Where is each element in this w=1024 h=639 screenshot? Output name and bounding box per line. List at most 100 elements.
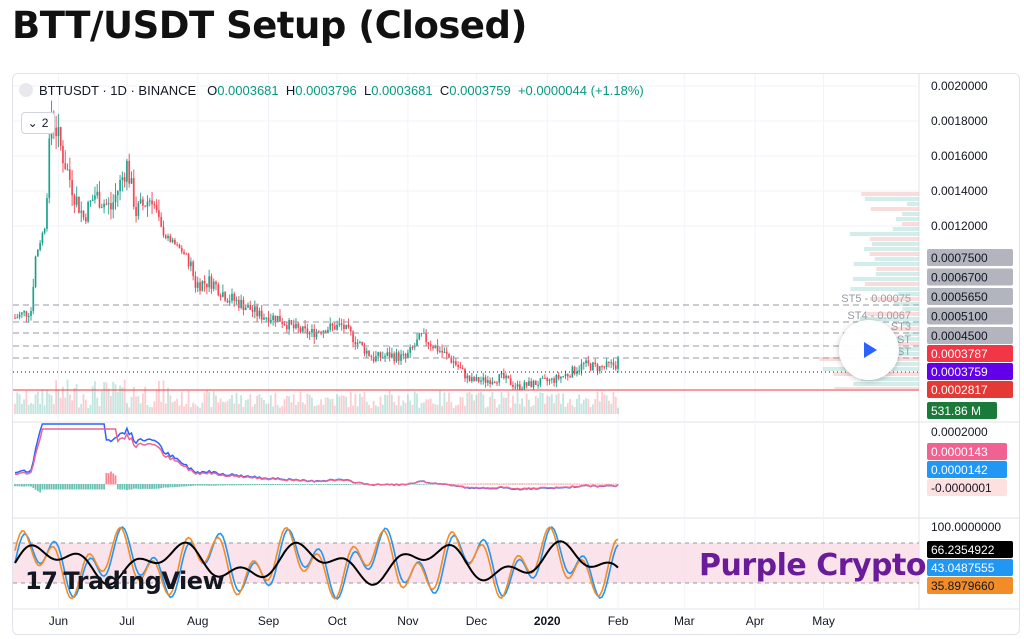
volume-bar (285, 395, 288, 414)
volume-bar (395, 405, 398, 414)
candle-body (180, 248, 183, 252)
volume-bar (242, 406, 245, 414)
macd-histogram-bar (226, 484, 229, 486)
volume-bar (139, 403, 142, 414)
candle-body (370, 356, 373, 358)
candle-body (215, 281, 217, 285)
volume-bar (52, 404, 55, 414)
candle-body (406, 352, 409, 358)
candle-body (322, 330, 325, 334)
volume-bar (544, 403, 546, 414)
candle-body (210, 276, 213, 289)
candle-body (457, 364, 460, 368)
volume-bar (546, 395, 549, 414)
candle-body (386, 352, 389, 356)
candle-body (14, 317, 16, 319)
candle-body (571, 366, 574, 378)
volume-bar (338, 396, 341, 414)
macd-histogram-bar (128, 484, 131, 490)
macd-histogram-bar (82, 484, 85, 490)
volume-bar (377, 406, 380, 414)
candle-body (489, 380, 492, 384)
candle-body (427, 342, 430, 345)
volume-bar (409, 400, 412, 414)
volume-bar (279, 407, 281, 414)
candle-body (528, 381, 530, 386)
candle-body (192, 261, 195, 277)
macd-histogram-bar (345, 484, 348, 485)
macd-histogram-bar (512, 483, 514, 485)
candle-body (368, 350, 370, 357)
macd-histogram-bar (23, 484, 26, 487)
volume-bar (496, 407, 498, 414)
chevron-down-icon: ⌄ (27, 116, 38, 130)
macd-histogram-bar (71, 484, 74, 490)
candle-body (212, 281, 215, 289)
volume-bar (32, 403, 35, 414)
volume-bar (411, 404, 414, 414)
macd-histogram-bar (434, 484, 437, 485)
macd-histogram-bar (491, 483, 494, 485)
volume-bar (119, 385, 121, 414)
candle-body (484, 377, 487, 383)
collapse-indicators-button[interactable]: ⌄ 2 (21, 112, 55, 134)
macd-histogram-bar (194, 484, 197, 486)
candle-body (73, 195, 76, 205)
candle-body (237, 299, 240, 308)
macd-histogram-bar (34, 484, 37, 490)
macd-histogram-bar (292, 484, 295, 485)
macd-histogram-bar (187, 484, 190, 487)
volume-bar (418, 407, 421, 414)
candle-body (365, 350, 368, 354)
macd-histogram-bar (507, 483, 510, 485)
price-marker-label: 0.0003759 (931, 365, 988, 379)
candle-body (388, 352, 391, 358)
macd-histogram-bar (164, 484, 167, 488)
volume-bar (427, 399, 430, 414)
candle-body (251, 309, 254, 312)
volume-bar (585, 398, 587, 414)
macd-histogram-bar (272, 484, 275, 486)
volume-bar (406, 394, 409, 414)
candle-body (84, 217, 87, 222)
chart-panel[interactable]: 0.0020000 0.0018000 0.0016000 0.0014000 0.00… (12, 73, 1020, 635)
volume-bar (212, 391, 215, 414)
candle-body (151, 200, 153, 205)
candle-body (91, 199, 94, 202)
volume-bar (361, 397, 364, 414)
candle-body (596, 364, 599, 372)
volume-bar (180, 391, 183, 414)
candle-body (544, 377, 546, 379)
macd-histogram-bar (30, 484, 32, 487)
candle-body (57, 127, 60, 137)
macd-histogram-bar (253, 484, 256, 486)
candle-body (119, 180, 121, 192)
candle-body (363, 344, 366, 354)
candle-body (30, 311, 32, 316)
play-button[interactable] (839, 320, 899, 380)
tradingview-logo[interactable]: 17 TradingView (25, 567, 225, 595)
symbol-label[interactable]: BTTUSDT · 1D · BINANCE (39, 83, 197, 98)
volume-bar (356, 406, 359, 414)
volume-bar (402, 400, 405, 414)
volume-bar (171, 402, 174, 414)
candle-body (130, 178, 133, 184)
level-tag-label: 0.0004500 (931, 329, 988, 343)
volume-bar (112, 381, 115, 414)
volume-bar (297, 401, 300, 414)
collapse-count: 2 (41, 116, 49, 130)
macd-histogram-bar (409, 484, 412, 485)
macd-histogram-bar (212, 484, 215, 486)
candle-body (464, 369, 466, 379)
candle-body (153, 204, 156, 206)
time-tick-label: Jul (119, 614, 134, 628)
volume-bar (233, 403, 236, 414)
macd-histogram-bar (475, 483, 478, 485)
volume-bar (555, 394, 558, 414)
macd-histogram-bar (596, 483, 599, 485)
candle-body (173, 239, 176, 245)
candle-body (18, 314, 21, 318)
volume-bar (390, 394, 393, 414)
chart-canvas[interactable]: 0.0020000 0.0018000 0.0016000 0.0014000 0.00… (13, 74, 1019, 634)
volume-bar (425, 399, 428, 414)
